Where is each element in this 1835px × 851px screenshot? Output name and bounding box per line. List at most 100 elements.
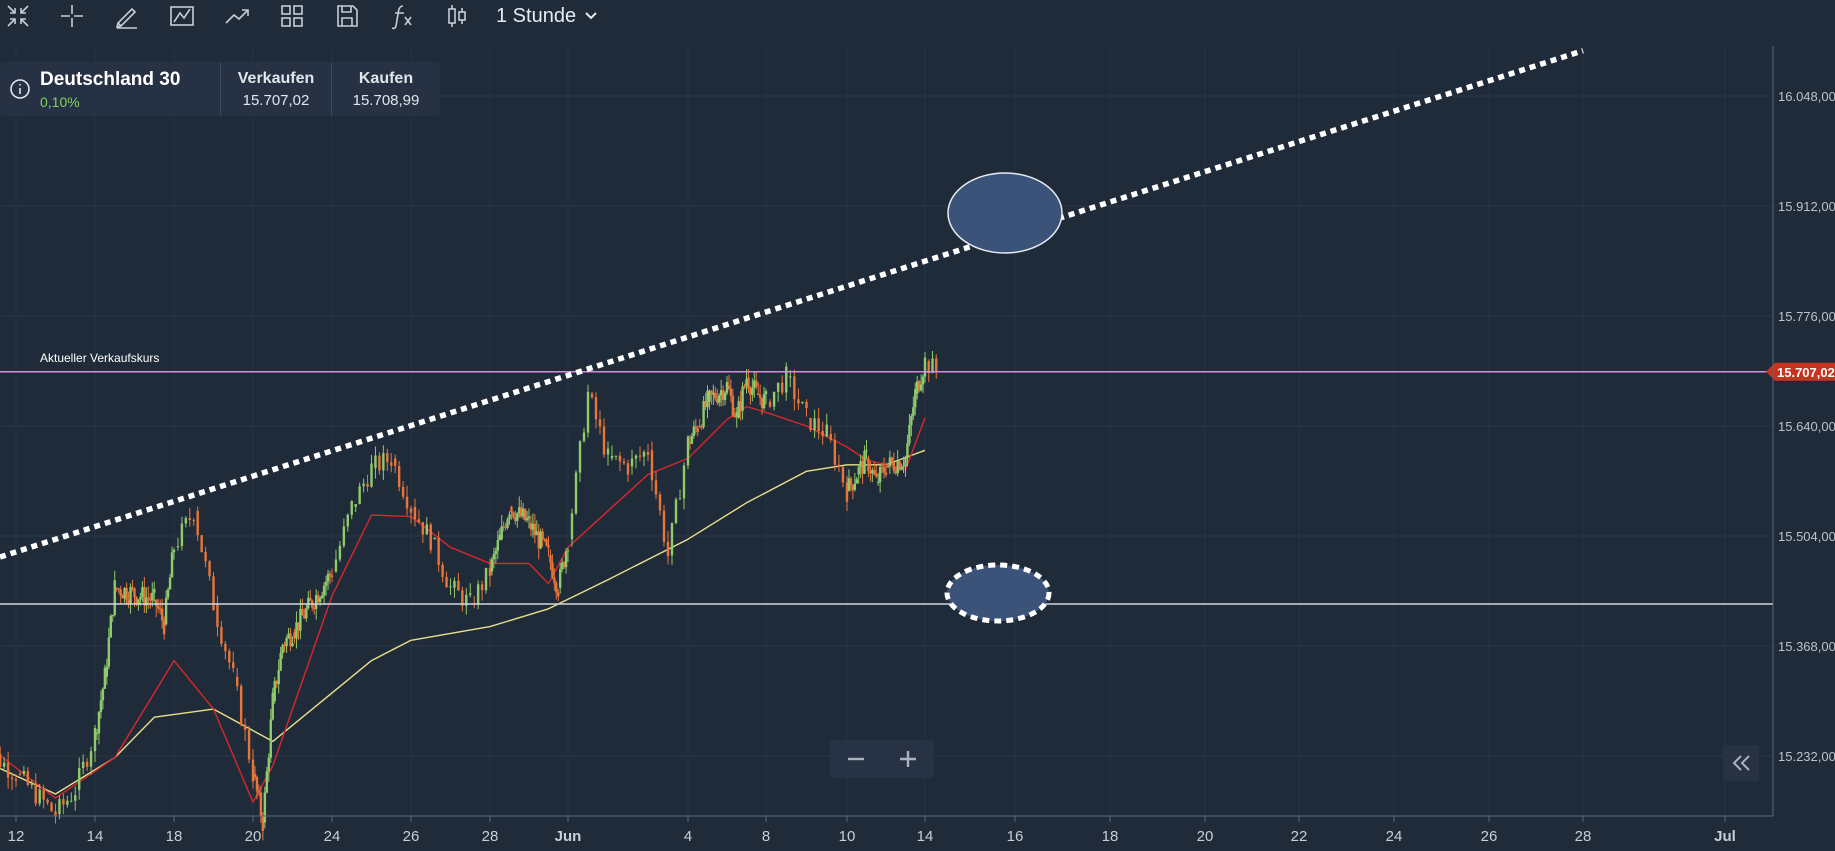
candle-body — [614, 455, 618, 457]
chevron-down-icon — [585, 12, 597, 20]
candle-body — [0, 754, 2, 767]
candle-body — [162, 620, 166, 635]
candle-body — [908, 425, 911, 444]
candle-body — [570, 513, 574, 540]
collapse-panel-button[interactable] — [1723, 745, 1759, 781]
sell-button[interactable]: Verkaufen 15.707,02 — [221, 62, 332, 116]
candle-body — [845, 482, 849, 502]
pencil-icon[interactable] — [113, 2, 141, 30]
candle-body — [320, 595, 324, 598]
grid-layout-icon[interactable] — [278, 2, 306, 30]
candle-body — [283, 644, 286, 647]
candle-body — [265, 771, 269, 793]
chart-grid — [0, 46, 1773, 816]
x-tick-label: 14 — [917, 828, 934, 845]
trend-icon[interactable] — [223, 2, 251, 30]
candle-body — [155, 599, 158, 607]
candle-body — [295, 622, 298, 639]
candle-body — [494, 550, 498, 555]
candle-body — [618, 455, 622, 462]
candle-body — [18, 773, 22, 775]
candle-body — [281, 645, 284, 654]
candle-body — [694, 426, 697, 429]
candle-body — [898, 461, 901, 470]
candle-body — [910, 416, 913, 426]
candle-body — [500, 526, 503, 540]
candle-body — [374, 455, 377, 469]
candle-body — [141, 587, 144, 598]
sell-price: 15.707,02 — [242, 91, 310, 109]
candle-body — [461, 590, 464, 606]
zoom-out-button[interactable] — [830, 740, 882, 778]
current-price-tag-label: 15.707,02 — [1777, 365, 1835, 380]
candle-body — [38, 789, 41, 804]
candle-body — [878, 466, 882, 483]
candle-body — [127, 600, 130, 604]
candle-body — [875, 474, 878, 477]
crosshair-icon[interactable] — [58, 2, 86, 30]
candle-body — [919, 384, 923, 391]
candle-body — [529, 523, 533, 530]
candle-body — [184, 518, 188, 524]
candle-body — [275, 680, 278, 685]
y-tick-label: 15.232,00 — [1778, 749, 1835, 764]
candle-body — [97, 712, 101, 734]
candle-body — [853, 483, 856, 490]
candle-body — [757, 393, 760, 396]
candle-body — [168, 577, 172, 590]
candle-body — [10, 777, 14, 780]
candle-body — [690, 435, 694, 444]
candle-body — [706, 390, 709, 408]
x-tick-label: 14 — [87, 828, 104, 845]
candle-body — [737, 401, 740, 418]
function-icon[interactable] — [388, 2, 416, 30]
candle-body — [829, 434, 832, 440]
candle-body — [26, 770, 30, 785]
candle-body — [882, 466, 886, 473]
buy-button[interactable]: Kaufen 15.708,99 — [332, 62, 440, 116]
y-tick-label: 15.368,00 — [1778, 639, 1835, 654]
y-tick-label: 16.048,00 — [1778, 89, 1835, 104]
candle-body — [692, 426, 696, 436]
candle-body — [602, 426, 606, 455]
candle-body — [386, 453, 389, 463]
candle-body — [793, 376, 796, 400]
candle-body — [453, 580, 456, 588]
candle-body — [421, 522, 425, 535]
candle-body — [397, 466, 401, 488]
line-chart-icon[interactable] — [168, 2, 196, 30]
candle-body — [817, 418, 820, 432]
candle-body — [318, 597, 322, 603]
candle-body — [877, 482, 880, 484]
zoom-in-button[interactable] — [882, 740, 934, 778]
candle-body — [502, 526, 505, 528]
candle-body — [508, 514, 511, 520]
candle-body — [566, 550, 570, 552]
candle-body — [520, 507, 523, 517]
candle-body — [861, 461, 864, 474]
candle-body — [606, 448, 610, 455]
ma-slow-line — [0, 449, 926, 795]
moving-average-slow — [0, 449, 926, 795]
candle-body — [378, 455, 381, 471]
candle-body — [129, 587, 132, 604]
save-icon[interactable] — [333, 2, 361, 30]
candle-body — [188, 518, 191, 521]
candle-body — [670, 522, 674, 556]
candle-body — [729, 388, 733, 396]
info-icon[interactable] — [0, 62, 40, 116]
candle-body — [719, 390, 723, 396]
candle-body — [880, 466, 884, 468]
candle-body — [813, 418, 816, 431]
collapse-arrows-icon[interactable] — [4, 2, 32, 30]
x-tick-label: Jul — [1714, 828, 1736, 845]
candlestick-icon[interactable] — [443, 2, 471, 30]
timeframe-dropdown[interactable]: 1 Stunde — [496, 3, 598, 29]
candle-body — [712, 392, 715, 395]
x-tick-label: 18 — [1102, 828, 1119, 845]
candle-body — [216, 603, 219, 627]
sell-label: Verkaufen — [237, 69, 315, 87]
candle-body — [469, 593, 472, 595]
candle-body — [935, 358, 938, 373]
